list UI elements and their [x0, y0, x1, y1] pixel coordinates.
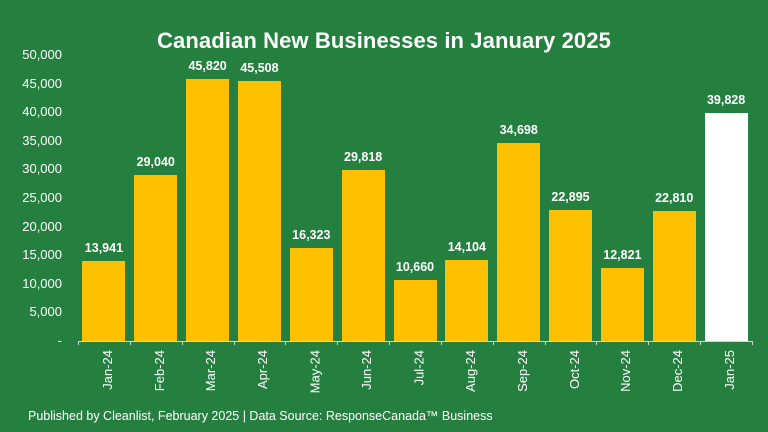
y-tick-label: 30,000 [22, 161, 62, 177]
highlight-bar [704, 113, 748, 341]
y-tick-label: 40,000 [22, 104, 62, 120]
x-axis-tick [492, 341, 494, 345]
y-tick-label: 50,000 [22, 47, 62, 62]
x-tick-label: Nov-24 [618, 350, 634, 392]
bar [393, 280, 437, 341]
value-label: 22,810 [655, 190, 694, 205]
x-axis-tick [752, 341, 753, 345]
x-axis-tick [285, 341, 287, 345]
x-tick-label: Aug-24 [462, 350, 478, 392]
x-tick-label: Dec-24 [670, 350, 686, 392]
bar [341, 170, 385, 341]
x-axis-tick [596, 341, 598, 345]
x-axis-tick [181, 341, 183, 345]
bar [600, 267, 644, 341]
bar [497, 142, 541, 341]
value-label: 13,941 [84, 241, 124, 256]
x-axis-tick [648, 341, 650, 345]
x-axis-tick [544, 341, 546, 345]
value-label: 45,508 [240, 60, 279, 75]
value-label: 45,820 [188, 58, 227, 73]
x-tick-label: Jan-25 [722, 350, 738, 390]
value-label: 10,660 [395, 260, 435, 275]
x-axis-tick [78, 341, 79, 345]
x-tick-label: Feb-24 [151, 350, 167, 392]
y-tick-label: 10,000 [22, 275, 62, 291]
value-label: 39,828 [706, 93, 746, 108]
value-label: 16,323 [292, 227, 331, 242]
bar [82, 261, 126, 341]
y-tick-label: 5,000 [29, 304, 62, 320]
value-label: 14,104 [447, 240, 486, 255]
x-tick-label: Apr-24 [255, 350, 271, 390]
y-tick-label: 45,000 [22, 75, 62, 91]
value-label: 34,698 [499, 122, 538, 137]
bar [652, 210, 696, 341]
x-tick-label: May-24 [307, 350, 323, 394]
x-axis-line [78, 341, 752, 342]
value-label: 22,895 [551, 190, 590, 205]
x-tick-label: Oct-24 [566, 350, 582, 390]
source-footer: Published by Cleanlist, February 2025 | … [28, 409, 493, 423]
bar [237, 80, 281, 341]
x-tick-label: Sep-24 [514, 350, 530, 392]
bar [186, 78, 230, 341]
value-label: 29,040 [136, 154, 175, 169]
x-axis-tick [700, 341, 702, 345]
value-label: 12,821 [603, 247, 642, 262]
bar [445, 260, 489, 341]
x-axis-tick [440, 341, 442, 345]
value-label: 29,818 [344, 150, 383, 165]
bar [549, 210, 593, 341]
y-tick-label: 35,000 [22, 132, 62, 148]
bar [134, 174, 178, 341]
x-tick-label: Jul-24 [411, 350, 426, 386]
y-tick-label: 25,000 [22, 190, 62, 205]
chart-title: Canadian New Businesses in January 2025 [157, 28, 611, 53]
x-axis-tick [337, 341, 339, 345]
x-tick-label: Jan-24 [99, 350, 115, 390]
y-tick-label: 20,000 [22, 218, 62, 234]
x-axis-tick [233, 341, 235, 345]
x-tick-label: Mar-24 [203, 350, 219, 392]
x-axis-tick [129, 341, 131, 345]
y-tick-label: - [57, 333, 62, 348]
x-axis-tick [389, 341, 391, 345]
y-tick-label: 15,000 [22, 247, 62, 263]
bar [289, 247, 333, 341]
x-tick-label: Jun-24 [359, 350, 375, 390]
